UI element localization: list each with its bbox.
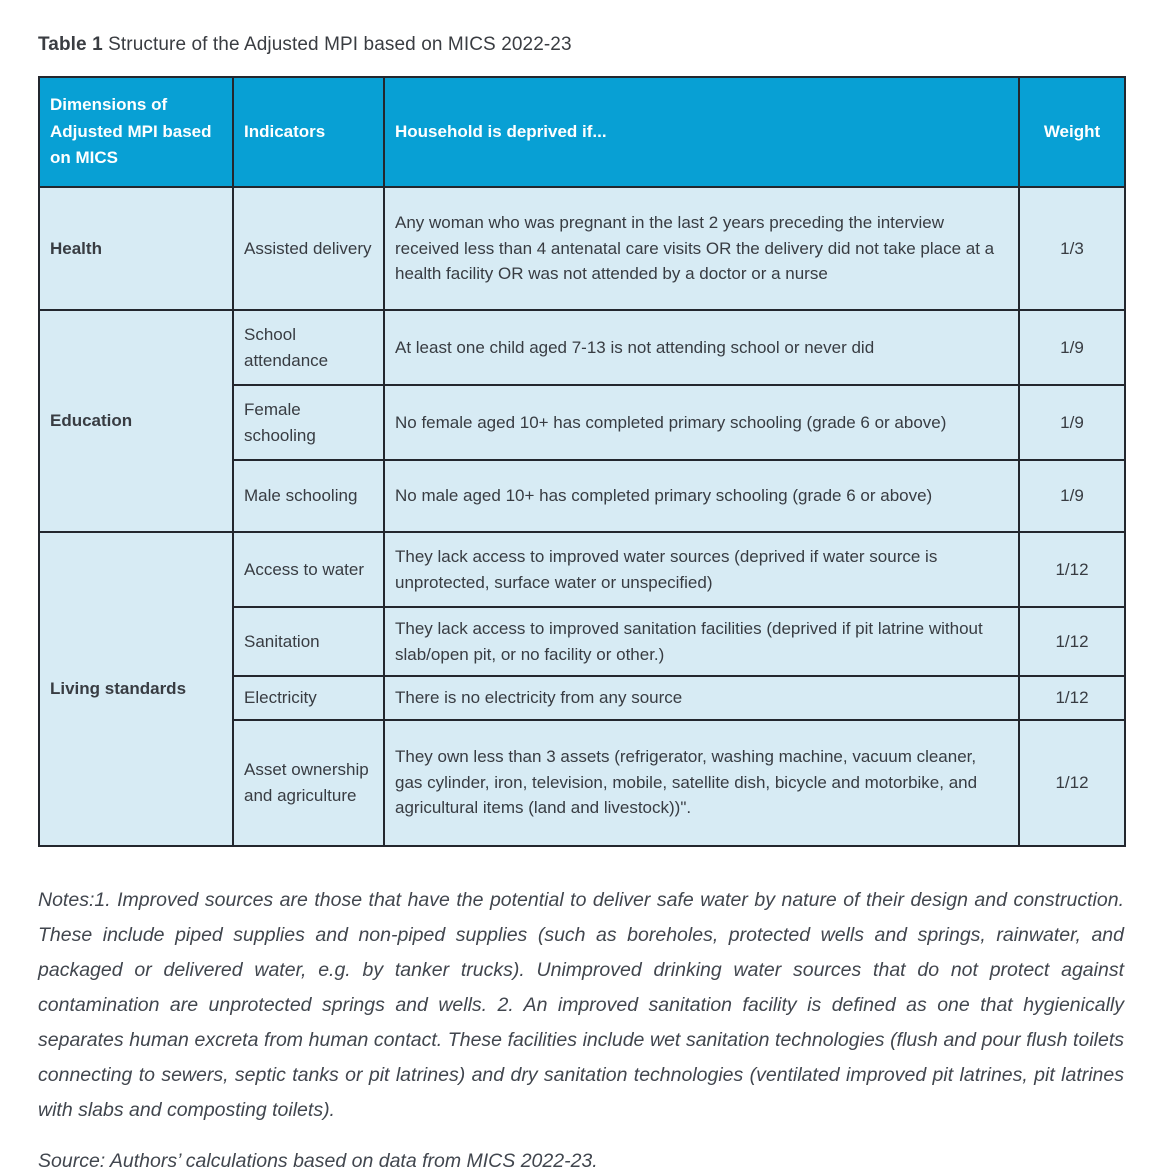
indicator-cell: Sanitation: [232, 606, 385, 677]
indicator-cell: Male schooling: [232, 459, 385, 533]
indicator-cell: School attendance: [232, 309, 385, 386]
criteria-cell: There is no electricity from any source: [383, 675, 1020, 721]
table-row-sanitation: Sanitation They lack access to improved …: [39, 606, 1126, 677]
criteria-cell: They own less than 3 assets (refrigerato…: [383, 718, 1020, 847]
source-text: Source: Authors’ calculations based on d…: [38, 1150, 598, 1172]
header-deprived-if: Household is deprived if...: [383, 76, 1020, 188]
weight-cell: 1/9: [1018, 384, 1126, 461]
weight-cell: 1/9: [1018, 309, 1126, 386]
table-row-asset-ownership: Asset ownership and agriculture They own…: [39, 718, 1126, 847]
criteria-cell: Any woman who was pregnant in the last 2…: [383, 186, 1020, 311]
indicator-cell: Access to water: [232, 531, 385, 608]
table-row-male-schooling: Male schooling No male aged 10+ has comp…: [39, 459, 1126, 533]
weight-cell: 1/12: [1018, 675, 1126, 721]
criteria-cell: At least one child aged 7-13 is not atte…: [383, 309, 1020, 386]
indicator-cell: Electricity: [232, 675, 385, 721]
notes-text: Notes:1. Improved sources are those that…: [38, 888, 1124, 1122]
table-title-text: Structure of the Adjusted MPI based on M…: [102, 34, 572, 55]
criteria-cell: No male aged 10+ has completed primary s…: [383, 459, 1020, 533]
criteria-cell: No female aged 10+ has completed primary…: [383, 384, 1020, 461]
table-row-assisted-delivery: Health Assisted delivery Any woman who w…: [38, 186, 1126, 311]
weight-cell: 1/12: [1018, 718, 1126, 847]
table-header-row: Dimensions of Adjusted MPI based on MICS…: [38, 76, 1126, 188]
page-title: Table 1 Structure of the Adjusted MPI ba…: [38, 34, 1124, 56]
header-indicators: Indicators: [232, 76, 385, 188]
table-row-female-schooling: Female schooling No female aged 10+ has …: [39, 384, 1126, 461]
criteria-cell: They lack access to improved sanitation …: [383, 606, 1020, 677]
table-row-access-to-water: Living standards Access to water They la…: [38, 531, 1126, 847]
indicator-cell: Female schooling: [232, 384, 385, 461]
header-dimensions: Dimensions of Adjusted MPI based on MICS: [38, 76, 234, 188]
weight-cell: 1/12: [1018, 606, 1126, 677]
indicator-cell: Assisted delivery: [232, 186, 385, 311]
header-weight: Weight: [1018, 76, 1126, 188]
weight-cell: 1/3: [1018, 186, 1126, 311]
mpi-structure-table: Dimensions of Adjusted MPI based on MICS…: [38, 76, 1126, 847]
table-row-school-attendance: Education School attendance At least one…: [38, 309, 1126, 533]
dimension-cell-living-standards: Living standards: [38, 531, 234, 847]
criteria-cell: They lack access to improved water sourc…: [383, 531, 1020, 608]
table-row-electricity: Electricity There is no electricity from…: [39, 675, 1126, 721]
indicator-cell: Asset ownership and agriculture: [232, 718, 385, 847]
dimension-cell-education: Education: [38, 309, 234, 533]
weight-cell: 1/9: [1018, 459, 1126, 533]
table-number-label: Table 1: [38, 34, 103, 55]
weight-cell: 1/12: [1018, 531, 1126, 608]
dimension-cell-health: Health: [38, 186, 234, 311]
